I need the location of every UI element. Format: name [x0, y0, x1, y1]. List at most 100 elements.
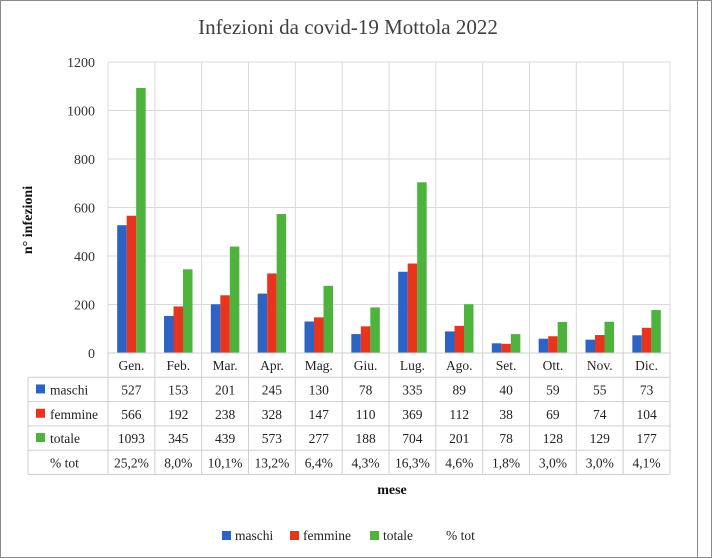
table-cell: 13,2% — [254, 455, 289, 470]
table-cell: 130 — [309, 382, 330, 397]
table-swatch-maschi — [36, 384, 45, 394]
table-cell: 3,0% — [539, 455, 567, 470]
table-cell: 89 — [453, 382, 467, 397]
table-cell: 4,6% — [445, 455, 473, 470]
table-cell: 201 — [449, 431, 469, 446]
bar-totale-lug — [417, 182, 427, 353]
bar-maschi-nov — [585, 339, 595, 353]
bar-totale-ago — [464, 304, 474, 353]
gridlines — [107, 61, 671, 354]
table-cell: 188 — [355, 431, 376, 446]
table-cell: 74 — [593, 407, 607, 422]
table-cell: 335 — [402, 382, 423, 397]
table-cell: 112 — [449, 407, 469, 422]
bar-femmine-lug — [407, 263, 418, 353]
y-tick-label: 200 — [74, 299, 95, 314]
table-cell: 439 — [215, 431, 236, 446]
bar-maschi-gen — [117, 225, 127, 353]
table-swatch-femmine — [36, 408, 45, 418]
table-cell: 1093 — [118, 431, 145, 446]
bar-femmine-set — [501, 343, 511, 353]
table-row-label: totale — [50, 431, 80, 446]
table-cell: 78 — [499, 431, 513, 446]
table-cell: 73 — [640, 382, 654, 397]
bar-totale-dic — [651, 310, 661, 353]
table-cell: 245 — [262, 382, 283, 397]
table-cell: 38 — [499, 407, 513, 422]
bar-femmine-feb — [173, 306, 183, 353]
table-cell: 4,1% — [633, 455, 661, 470]
bar-maschi-mar — [210, 304, 221, 353]
bar-totale-ott — [557, 321, 568, 353]
legend-swatch-femmine — [290, 531, 299, 540]
table-cell: 59 — [546, 382, 560, 397]
table-cell: 238 — [215, 407, 236, 422]
table-cell: 78 — [359, 382, 373, 397]
category-label: Lug. — [400, 358, 425, 373]
category-label: Mar. — [213, 358, 238, 373]
bar-femmine-ago — [454, 325, 464, 353]
bar-totale-nov — [604, 321, 614, 353]
table-cell: 69 — [546, 407, 560, 422]
table-row-label: femmine — [50, 407, 98, 422]
bar-femmine-mag — [314, 317, 324, 353]
legend-label-maschi: maschi — [235, 528, 273, 543]
table-cell: 25,2% — [114, 455, 149, 470]
table-cell: 3,0% — [586, 455, 614, 470]
category-label: Nov. — [587, 358, 613, 373]
x-axis-label: mese — [377, 483, 407, 498]
bar-totale-set — [510, 334, 521, 353]
data-table: Gen. Feb. Mar. Apr. Mag. Giu. Lug. Ago. Set. Ott.… — [27, 352, 671, 475]
table-cell: 566 — [121, 407, 142, 422]
legend-swatch-maschi — [222, 531, 231, 540]
bar-femmine-gen — [126, 215, 137, 353]
legend: maschi femmine totale % tot — [222, 528, 475, 543]
table-cell: 16,3% — [395, 455, 430, 470]
table-row-label: % tot — [50, 455, 79, 470]
bar-maschi-apr — [257, 293, 268, 353]
y-axis-label: n° infezioni — [21, 186, 36, 254]
category-label: Giu. — [354, 358, 378, 373]
table-cell: 4,3% — [352, 455, 380, 470]
table-cell: 129 — [590, 431, 611, 446]
table-cell: 153 — [168, 382, 189, 397]
bar-femmine-ott — [548, 336, 558, 353]
legend-swatch-totale — [370, 531, 379, 540]
table-cell: 277 — [309, 431, 330, 446]
legend-label-femmine: femmine — [303, 528, 351, 543]
bar-femmine-apr — [267, 273, 277, 353]
bar-totale-feb — [183, 269, 193, 353]
category-label: Feb. — [166, 358, 190, 373]
bar-femmine-mar — [220, 295, 230, 353]
table-cell: 201 — [215, 382, 235, 397]
table-cell: 55 — [593, 382, 607, 397]
table-cell: 573 — [262, 431, 283, 446]
category-label: Mag. — [305, 358, 333, 373]
table-cell: 147 — [309, 407, 330, 422]
table-row-label: maschi — [50, 382, 88, 397]
table-cell: 369 — [402, 407, 423, 422]
bar-maschi-ago — [445, 331, 455, 353]
bar-totale-apr — [276, 214, 287, 353]
bar-maschi-feb — [164, 315, 174, 353]
category-label: Dic. — [635, 358, 658, 373]
bar-femmine-dic — [641, 327, 652, 353]
bar-totale-gen — [136, 87, 146, 353]
bar-totale-mar — [229, 246, 240, 353]
category-label: Ago. — [446, 358, 473, 373]
y-tick-label: 800 — [74, 153, 95, 168]
y-tick-label: 0 — [88, 347, 95, 362]
table-cell: 6,4% — [305, 455, 333, 470]
bar-totale-mag — [323, 285, 333, 353]
legend-label-percent: % tot — [446, 528, 475, 543]
table-cell: 40 — [499, 382, 513, 397]
table-cell: 527 — [121, 382, 142, 397]
table-cell: 8,0% — [164, 455, 192, 470]
y-tick-label: 1000 — [67, 105, 95, 120]
bar-maschi-lug — [398, 271, 408, 353]
bars — [117, 87, 661, 353]
category-label: Apr. — [260, 358, 284, 373]
bar-maschi-set — [491, 343, 502, 353]
frame-right-edge — [697, 0, 698, 558]
